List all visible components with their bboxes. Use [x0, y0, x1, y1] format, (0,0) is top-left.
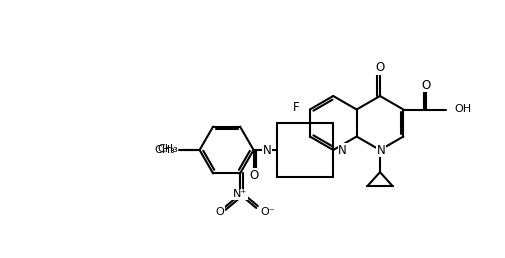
Text: OH: OH	[454, 104, 471, 115]
Text: O: O	[421, 78, 430, 92]
Text: F: F	[292, 101, 299, 114]
Text: O: O	[248, 169, 258, 182]
Text: N: N	[337, 143, 346, 157]
Text: O: O	[375, 61, 384, 74]
Text: O: O	[215, 207, 224, 217]
Text: CH₃: CH₃	[155, 145, 175, 155]
Text: N: N	[376, 143, 385, 157]
Text: O⁻: O⁻	[260, 207, 274, 217]
Text: N⁺: N⁺	[232, 189, 247, 199]
Text: N: N	[262, 143, 271, 157]
Text: CH₃: CH₃	[157, 144, 178, 154]
